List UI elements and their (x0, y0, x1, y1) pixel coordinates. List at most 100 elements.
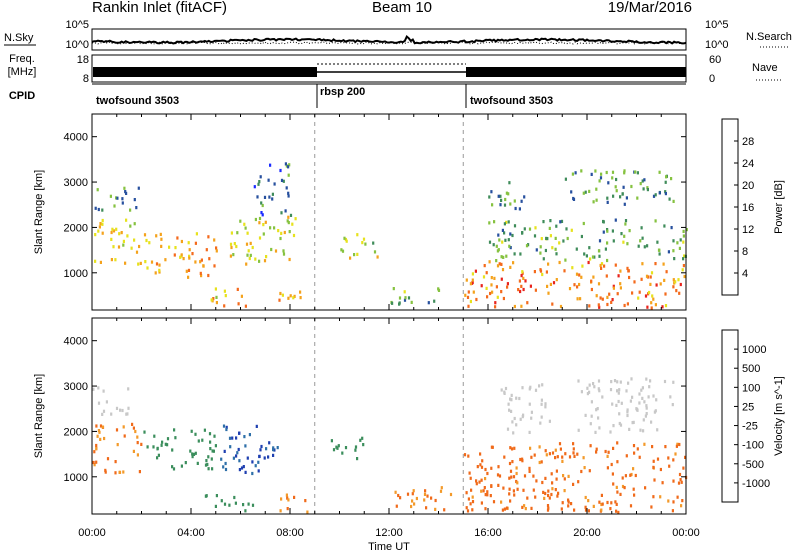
data-cell-254 (555, 278, 558, 282)
data-cell-295 (580, 275, 583, 279)
data-cell-304 (664, 292, 667, 296)
data-cell-396 (509, 446, 512, 450)
cpid-strip: CPID twofsound 3503 rbsp 200 twofsound 3… (9, 83, 686, 108)
data-cell-366 (576, 297, 579, 301)
data-cell-478 (609, 388, 613, 392)
data-cell-59 (150, 260, 154, 264)
data-cell-56 (144, 260, 147, 264)
data-cell-428 (678, 246, 681, 250)
x-tick-label: 00:00 (672, 527, 700, 539)
data-cell-122 (229, 445, 232, 449)
date-title: 19/Mar/2016 (608, 0, 692, 16)
data-cell-222 (672, 479, 675, 483)
data-cell-239 (515, 479, 518, 484)
data-cell-120 (272, 448, 275, 452)
data-cell-298 (589, 444, 592, 448)
data-cell-338 (648, 290, 651, 295)
data-cell-21 (118, 470, 122, 474)
data-cell-274 (541, 480, 544, 485)
data-cell-506 (606, 229, 609, 233)
data-cell-475 (641, 396, 644, 400)
data-cell-555 (606, 200, 609, 204)
data-cell-50 (105, 400, 108, 404)
data-cell-434 (509, 397, 512, 401)
data-cell-99 (121, 201, 124, 205)
data-cell-375 (547, 506, 550, 510)
nave-tick-bottom: 0 (709, 73, 715, 85)
data-cell-455 (606, 258, 609, 263)
data-cell-123 (225, 425, 228, 429)
data-cell-268 (524, 279, 527, 283)
data-cell-382 (561, 455, 564, 459)
data-cell-78 (145, 238, 148, 243)
data-cell-36 (104, 470, 107, 474)
data-cell-231 (488, 260, 491, 264)
data-cell-476 (682, 229, 685, 233)
data-cell-572 (665, 175, 668, 179)
data-cell-418 (620, 232, 623, 236)
data-cell-202 (584, 508, 588, 512)
data-cell-573 (654, 193, 657, 197)
data-cell-527 (655, 398, 658, 402)
data-cell-172 (284, 162, 287, 166)
data-cell-236 (641, 262, 644, 266)
data-cell-228 (398, 301, 401, 305)
data-cell-459 (657, 248, 661, 252)
data-cell-115 (222, 424, 226, 428)
data-cell-471 (525, 244, 529, 248)
data-cell-380 (582, 456, 585, 460)
data-cell-395 (562, 474, 565, 478)
data-cell-234 (515, 466, 518, 470)
data-cell-306 (497, 483, 500, 487)
data-cell-337 (638, 455, 641, 459)
data-cell-244 (587, 260, 590, 265)
data-cell-439 (503, 231, 506, 235)
data-cell-52 (187, 268, 191, 272)
data-cell-208 (509, 499, 512, 503)
data-cell-280 (466, 295, 470, 299)
data-cell-533 (671, 403, 674, 407)
data-cell-409 (685, 228, 688, 232)
data-cell-8 (101, 222, 104, 226)
data-cell-372 (672, 285, 675, 289)
data-cell-585 (643, 178, 646, 182)
data-cell-277 (464, 293, 467, 297)
data-cell-408 (513, 493, 516, 497)
data-cell-424 (509, 246, 512, 250)
data-cell-453 (488, 240, 492, 244)
data-cell-350 (581, 264, 584, 268)
data-cell-362 (584, 495, 587, 500)
data-cell-532 (658, 170, 661, 174)
data-cell-101 (268, 441, 271, 445)
data-cell-163 (263, 195, 267, 199)
data-cell-147 (247, 502, 250, 506)
data-cell-481 (596, 407, 599, 411)
data-cell-463 (545, 236, 548, 240)
data-cell-176 (335, 445, 338, 449)
data-cell-277 (652, 465, 655, 469)
data-cell-445 (500, 388, 503, 392)
data-cell-78 (207, 455, 210, 459)
data-cell-384 (652, 495, 655, 499)
data-cell-306 (482, 275, 486, 279)
data-cell-296 (551, 481, 554, 485)
data-cell-34 (103, 436, 106, 441)
data-cell-481 (509, 232, 512, 236)
data-cell-300 (511, 460, 514, 464)
velocity-panel: 1000 2000 3000 4000 Slant Range [km] (33, 317, 688, 515)
data-cell-286 (573, 454, 576, 458)
data-cell-498 (672, 239, 675, 243)
data-cell-57 (172, 467, 176, 471)
data-cell-197 (278, 298, 281, 302)
data-cell-245 (611, 472, 614, 476)
data-cell-82 (138, 244, 141, 249)
data-cell-392 (519, 252, 522, 256)
noise-tick-right-bottom: 10^0 (705, 39, 729, 51)
data-cell-180 (423, 492, 427, 496)
data-cell-110 (273, 448, 276, 452)
data-cell-14 (134, 429, 137, 434)
data-cell-170 (280, 178, 284, 182)
data-cell-521 (628, 427, 631, 431)
data-cell-165 (285, 164, 288, 168)
data-cell-449 (676, 241, 679, 245)
